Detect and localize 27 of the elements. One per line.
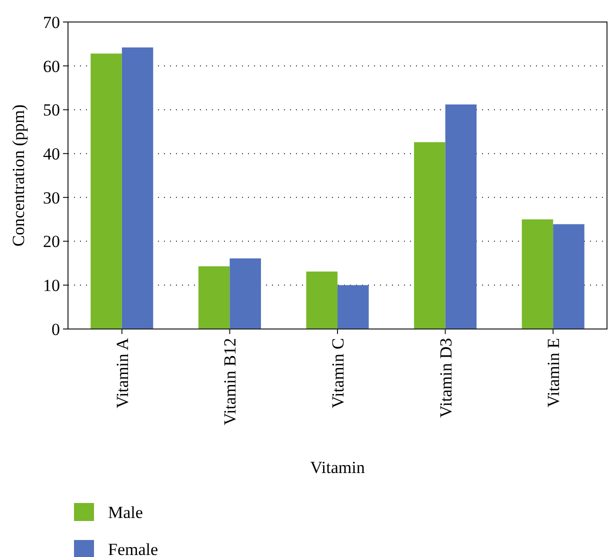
y-tick-label: 10 — [43, 276, 60, 296]
x-axis-title: Vitamin — [310, 458, 366, 477]
x-tick-label: Vitamin A — [112, 337, 132, 408]
bar — [122, 47, 154, 329]
y-tick-label: 70 — [43, 12, 60, 32]
y-tick-label: 50 — [43, 100, 60, 120]
bar — [338, 285, 369, 329]
y-tick-label: 0 — [52, 320, 60, 339]
bar — [553, 224, 584, 329]
bar — [198, 266, 230, 329]
x-tick-label: Vitamin E — [544, 338, 564, 408]
y-tick-label: 40 — [43, 144, 60, 164]
bar — [230, 258, 261, 329]
legend-label: Male — [108, 502, 143, 522]
y-axis-title: Concentration (ppm) — [9, 104, 28, 247]
bar — [445, 104, 477, 329]
x-tick-label: Vitamin C — [328, 338, 348, 408]
bar — [414, 142, 446, 329]
y-tick-label: 30 — [43, 188, 60, 208]
y-tick-label: 20 — [43, 232, 60, 252]
bar — [306, 272, 338, 329]
x-tick-label: Vitamin D3 — [436, 338, 456, 418]
bar — [522, 219, 554, 329]
legend-label: Female — [108, 540, 158, 557]
x-tick-label: Vitamin B12 — [220, 338, 240, 426]
bar — [90, 54, 122, 329]
y-tick-label: 60 — [43, 56, 60, 76]
